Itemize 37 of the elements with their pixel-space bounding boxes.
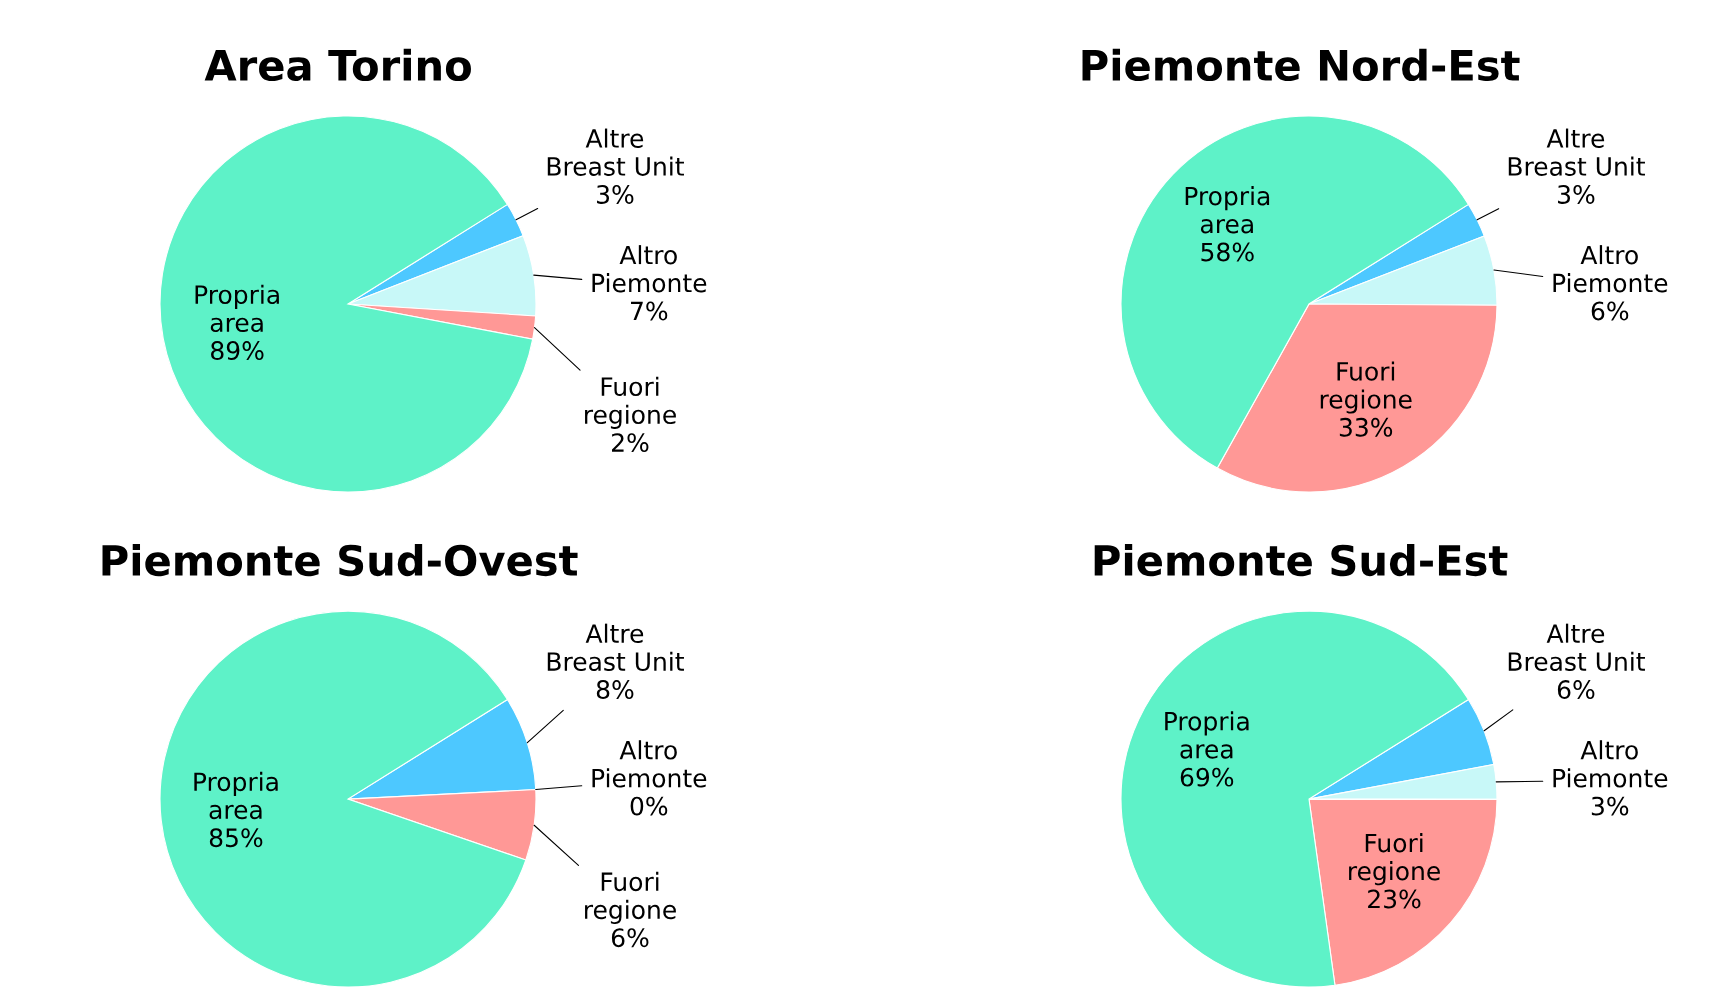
- data-label: 6%: [1591, 301, 1629, 321]
- slice-label: Fuori regione: [585, 376, 676, 429]
- data-label: 8%: [596, 680, 634, 699]
- slice-label: Altre Breast Unit: [547, 623, 684, 671]
- chart-title: Piemonte Sud-Ovest: [102, 543, 578, 577]
- data-label: 3%: [597, 184, 634, 204]
- slice-label: Fuori regione: [1349, 833, 1440, 886]
- slice-label: Altre Breast Unit: [547, 128, 684, 176]
- data-label: 3%: [1558, 184, 1595, 204]
- slice-label: Altro Piemonte: [1553, 245, 1668, 293]
- category-label: Altro Piemonte: [592, 740, 707, 788]
- chart-title: Piemonte Nord-Est: [1082, 48, 1520, 82]
- slice-label: Altre Breast Unit: [1508, 128, 1645, 176]
- data-label: 7%: [631, 301, 668, 321]
- slice-label: Altre Breast Unit: [1508, 623, 1645, 671]
- data-label: 23%: [1368, 889, 1421, 909]
- data-label: 2%: [612, 433, 649, 453]
- data-label: 33%: [1339, 417, 1393, 437]
- slice-label: Altro Piemonte: [1553, 740, 1668, 788]
- data-label: 58%: [1201, 242, 1254, 262]
- slice-label: Propria area: [1165, 711, 1249, 759]
- data-label: 69%: [1180, 767, 1234, 787]
- data-label: 85%: [209, 828, 263, 848]
- slice-label: Fuori regione: [1320, 361, 1412, 414]
- slice-label: Fuori regione: [585, 871, 676, 924]
- pie-slice: [159, 115, 534, 493]
- slice-label: Altro Piemonte: [592, 245, 707, 293]
- slice-label: Propria area: [195, 284, 279, 333]
- chart-title: Area Torino: [204, 48, 471, 82]
- data-label: 6%: [1557, 680, 1595, 699]
- data-label: 89%: [211, 341, 264, 361]
- chart-title: Piemonte Sud-Est: [1094, 543, 1508, 577]
- data-label: 3%: [1591, 796, 1629, 816]
- slice-label: Propria area: [194, 771, 278, 820]
- data-label: 6%: [611, 928, 649, 948]
- text: 0%: [630, 796, 668, 816]
- slice-label: Propria area: [1185, 186, 1270, 234]
